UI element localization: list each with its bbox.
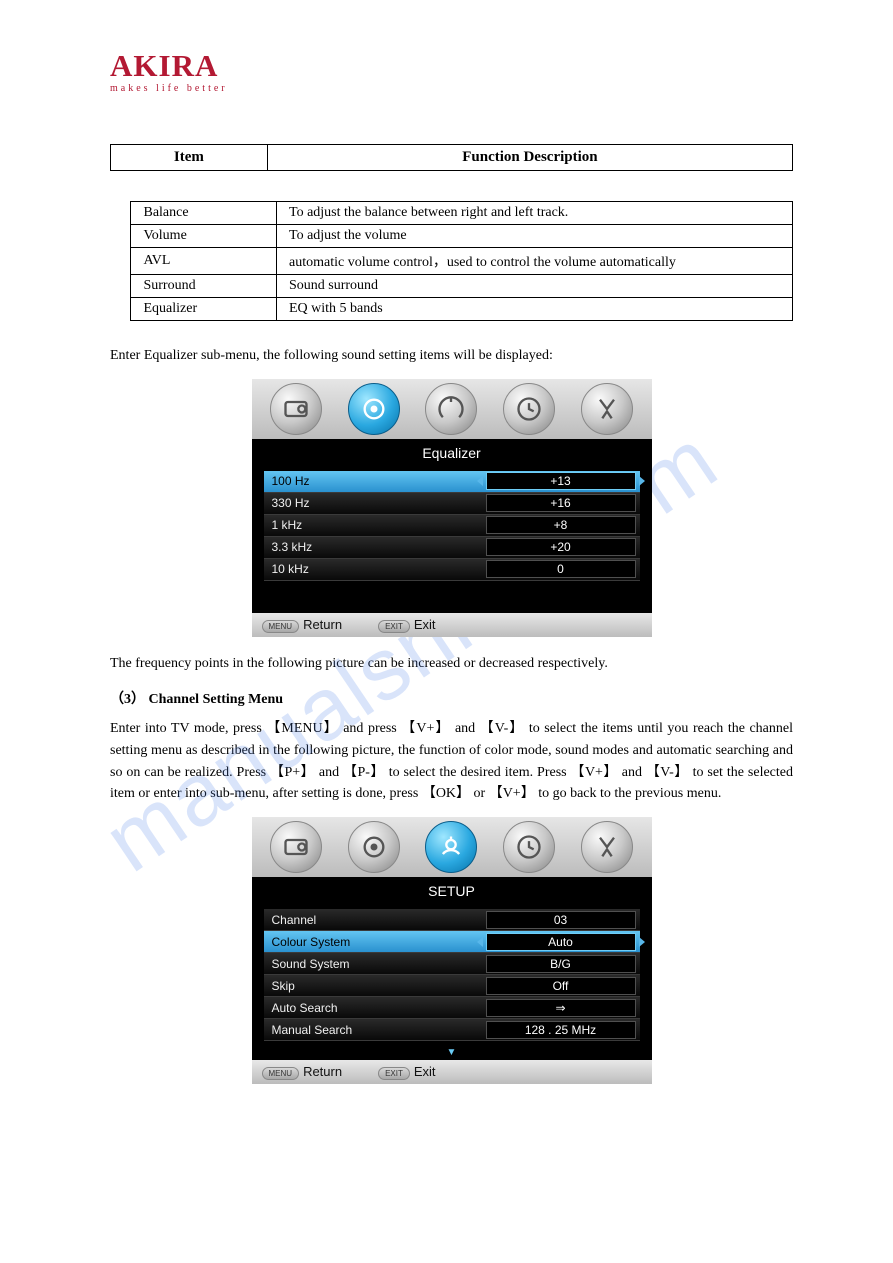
osd-rows: 100 Hz +13 330 Hz+16 1 kHz+8 3.3 kHz+20 … [252,471,652,585]
tab-setup[interactable] [425,821,477,873]
table-row: Volume To adjust the volume [131,225,793,248]
header-table: Item Function Description [110,144,793,171]
exit-button[interactable]: EXITExit [378,1064,435,1080]
osd-row-value: B/G [486,955,636,973]
tab-options[interactable] [581,383,633,435]
osd-row-value: 03 [486,911,636,929]
tab-picture[interactable] [270,821,322,873]
cell-item: Equalizer [131,298,277,321]
osd-tabbar [252,817,652,877]
table-row: BalanceTo adjust the balance between rig… [131,202,793,225]
osd-title: SETUP [252,877,652,909]
tab-options[interactable] [581,821,633,873]
tab-setup[interactable] [425,383,477,435]
paragraph-eq-intro: Enter Equalizer sub-menu, the following … [110,345,793,367]
osd-row-value: +16 [486,494,636,512]
header-col-item: Item [111,145,268,171]
osd-row-label: Skip [264,979,486,993]
cell-desc: To adjust the balance between right and … [277,202,793,225]
menu-pill-icon: MENU [262,1067,300,1080]
osd-row-label: 100 Hz [264,474,486,488]
exit-button[interactable]: EXITExit [378,617,435,633]
brand-logo: AKIRA makes life better [110,50,793,94]
tab-time[interactable] [503,821,555,873]
osd-row-label: 330 Hz [264,496,486,510]
header-col-desc: Function Description [267,145,792,171]
exit-pill-icon: EXIT [378,620,410,633]
osd-row-value: Off [486,977,636,995]
osd-row[interactable]: 330 Hz+16 [264,493,640,515]
osd-row-value: +8 [486,516,636,534]
osd-row-value: ⇒ [486,999,636,1017]
cell-desc: Sound surround [277,275,793,298]
osd-row[interactable]: Auto Search⇒ [264,997,640,1019]
cell-desc: EQ with 5 bands [277,298,793,321]
cell-item: Volume [131,225,277,248]
osd-row-label: 3.3 kHz [264,540,486,554]
tab-picture[interactable] [270,383,322,435]
osd-row[interactable]: Channel03 [264,909,640,931]
logo-text: AKIRA [110,50,793,81]
tab-sound[interactable] [348,383,400,435]
cell-item: Balance [131,202,277,225]
osd-row[interactable]: 3.3 kHz+20 [264,537,640,559]
osd-row[interactable]: 1 kHz+8 [264,515,640,537]
table-row: Equalizer EQ with 5 bands [131,298,793,321]
return-button[interactable]: MENUReturn [262,1064,343,1080]
osd-row-value: +20 [486,538,636,556]
cell-item: Surround [131,275,277,298]
osd-row-label: 10 kHz [264,562,486,576]
osd-row-label: Auto Search [264,1001,486,1015]
osd-row-label: Channel [264,913,486,927]
table-row: AVL automatic volume control，used to con… [131,248,793,275]
scroll-down-icon: ▼ [252,1045,652,1060]
osd-row-label: Colour System [264,935,486,949]
osd-row-label: Manual Search [264,1023,486,1037]
osd-footer: MENUReturn EXITExit [252,613,652,637]
osd-row[interactable]: Sound SystemB/G [264,953,640,975]
osd-tabbar [252,379,652,439]
osd-row[interactable]: Colour System Auto [264,931,640,953]
osd-equalizer: Equalizer 100 Hz +13 330 Hz+16 1 kHz+8 3… [252,379,652,637]
osd-row[interactable]: 10 kHz0 [264,559,640,581]
osd-row-value: +13 [486,472,636,490]
osd-row-label: Sound System [264,957,486,971]
osd-row-value: 128 . 25 MHz [486,1021,636,1039]
osd-row[interactable]: 100 Hz +13 [264,471,640,493]
osd-row[interactable]: Manual Search128 . 25 MHz [264,1019,640,1041]
menu-pill-icon: MENU [262,620,300,633]
tab-sound[interactable] [348,821,400,873]
osd-setup: SETUP Channel03 Colour System Auto Sound… [252,817,652,1084]
osd-footer: MENUReturn EXITExit [252,1060,652,1084]
osd-row-value: Auto [486,933,636,951]
osd-title: Equalizer [252,439,652,471]
function-table: BalanceTo adjust the balance between rig… [130,201,793,321]
paragraph-channel-intro: Enter into TV mode, press 【MENU】 and pre… [110,718,793,805]
cell-desc: automatic volume control，used to control… [277,248,793,275]
section-heading-channel: （3） Channel Setting Menu [110,688,793,708]
logo-tagline: makes life better [110,83,793,94]
osd-row-label: 1 kHz [264,518,486,532]
return-button[interactable]: MENUReturn [262,617,343,633]
osd-row[interactable]: SkipOff [264,975,640,997]
osd-row-value: 0 [486,560,636,578]
tab-time[interactable] [503,383,555,435]
cell-desc: To adjust the volume [277,225,793,248]
table-row: Surround Sound surround [131,275,793,298]
exit-pill-icon: EXIT [378,1067,410,1080]
paragraph-freq-note: The frequency points in the following pi… [110,653,793,675]
cell-item: AVL [131,248,277,275]
osd-rows: Channel03 Colour System Auto Sound Syste… [252,909,652,1045]
